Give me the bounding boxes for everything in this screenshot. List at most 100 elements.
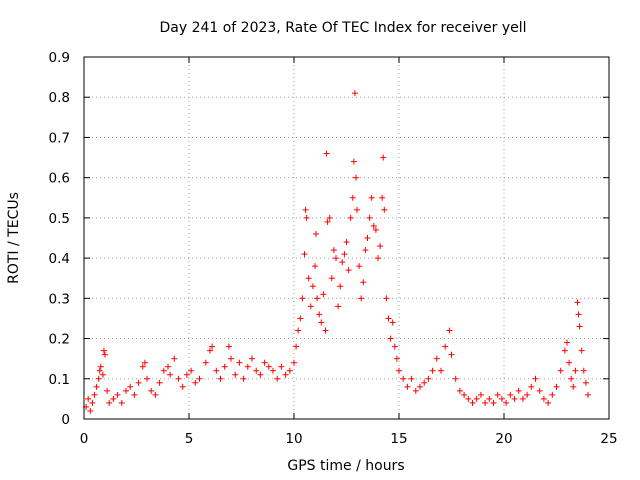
data-point <box>207 347 213 354</box>
data-point <box>221 363 228 370</box>
data-point <box>286 367 293 374</box>
data-point <box>114 391 121 398</box>
data-point <box>498 395 505 402</box>
x-tick-label: 25 <box>600 431 617 447</box>
data-point <box>582 379 589 386</box>
data-point <box>421 379 428 386</box>
data-point <box>330 247 337 254</box>
data-point <box>347 214 354 221</box>
x-tick-label: 5 <box>185 431 194 447</box>
data-point <box>341 251 348 258</box>
y-tick-label: 0.1 <box>49 372 70 388</box>
data-point <box>320 291 327 298</box>
data-point <box>387 335 394 342</box>
data-point <box>328 275 335 282</box>
data-point <box>511 395 518 402</box>
data-point <box>465 395 472 402</box>
data-points <box>83 90 591 414</box>
data-point <box>350 158 357 165</box>
data-point <box>244 363 251 370</box>
chart-title: Day 241 of 2023, Rate Of TEC Index for r… <box>159 20 526 36</box>
data-point <box>312 263 318 270</box>
data-point <box>232 371 239 378</box>
data-point <box>183 371 190 378</box>
data-point <box>99 371 106 378</box>
x-axis-title: GPS time / hours <box>287 458 404 474</box>
data-point <box>358 295 365 302</box>
data-point <box>532 375 539 382</box>
data-point <box>297 315 304 322</box>
y-tick-label: 0.5 <box>49 211 70 227</box>
data-point <box>366 214 373 221</box>
data-point <box>278 363 285 370</box>
data-point <box>148 387 155 394</box>
data-point <box>225 343 232 350</box>
data-point <box>270 367 276 374</box>
data-point <box>139 363 146 370</box>
data-point <box>370 222 377 229</box>
data-point <box>104 387 111 394</box>
x-tick-label: 0 <box>80 431 89 447</box>
data-point <box>351 90 358 97</box>
x-tick-label: 20 <box>495 431 512 447</box>
data-point <box>228 355 234 362</box>
data-point <box>249 355 255 362</box>
data-point <box>391 343 398 350</box>
data-point <box>494 391 501 398</box>
data-point <box>519 395 526 402</box>
data-point <box>131 391 138 398</box>
data-point <box>574 299 581 306</box>
data-point <box>356 263 363 270</box>
data-point <box>568 375 575 382</box>
data-point <box>307 303 314 310</box>
data-point <box>282 371 289 378</box>
data-point <box>425 375 432 382</box>
data-point <box>152 391 159 398</box>
data-point <box>299 295 306 302</box>
data-point <box>561 347 568 354</box>
data-point <box>89 399 96 406</box>
data-point <box>490 399 497 406</box>
data-point <box>477 391 484 398</box>
data-point <box>333 255 339 262</box>
y-tick-label: 0.8 <box>49 90 70 106</box>
data-point <box>160 367 167 374</box>
data-point <box>316 311 323 318</box>
data-point <box>417 383 423 390</box>
data-point <box>381 206 388 213</box>
data-point <box>545 399 552 406</box>
data-point <box>536 387 543 394</box>
data-point <box>429 367 436 374</box>
data-point <box>175 375 182 382</box>
data-point <box>549 391 556 398</box>
data-point <box>580 367 587 374</box>
y-tick-label: 0.6 <box>49 171 70 187</box>
data-point <box>446 327 453 334</box>
data-point <box>335 303 342 310</box>
data-point <box>389 319 396 326</box>
data-point <box>524 391 531 398</box>
data-point <box>380 154 387 161</box>
data-point <box>110 395 117 402</box>
data-point <box>575 311 582 318</box>
data-point <box>379 194 386 201</box>
data-point <box>360 279 367 286</box>
data-point <box>87 407 94 414</box>
data-point <box>585 391 591 398</box>
data-point <box>303 214 310 221</box>
data-point <box>528 383 535 390</box>
data-point <box>106 399 113 406</box>
data-point <box>313 230 320 237</box>
data-point <box>438 367 444 374</box>
data-point <box>352 174 359 181</box>
data-point <box>188 367 195 374</box>
y-tick-label: 0 <box>61 412 70 428</box>
data-point <box>96 367 103 374</box>
data-point <box>293 343 300 350</box>
data-point <box>564 339 570 346</box>
data-point <box>253 367 260 374</box>
data-point <box>135 379 142 386</box>
data-point <box>156 379 163 386</box>
y-tick-labels: 0 0.1 0.2 0.3 0.4 0.5 0.6 0.7 0.8 0.9 <box>49 50 70 428</box>
